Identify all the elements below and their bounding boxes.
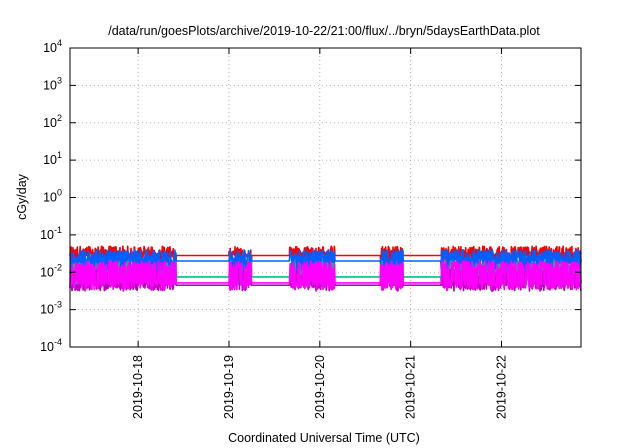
axes: 10-4 10-3 10-2 10-1 100 101 102 103 104 2019-10-1… — [40, 38, 581, 419]
y-tick-label: 101 — [43, 150, 62, 167]
y-tick-label: 103 — [43, 75, 62, 92]
chart-title: /data/run/goesPlots/archive/2019-10-22/2… — [108, 24, 540, 38]
y-axis-label: cGy/day — [15, 173, 29, 220]
y-tick-label: 102 — [43, 113, 62, 130]
x-tick-label: 2019-10-19 — [222, 355, 236, 419]
series-line-5 — [69, 260, 582, 291]
x-tick-label: 2019-10-22 — [495, 355, 509, 419]
y-tick-label: 10-1 — [40, 225, 62, 242]
grid — [70, 48, 581, 347]
y-tick-label: 10-2 — [40, 262, 62, 279]
x-tick-label: 2019-10-20 — [313, 355, 327, 419]
y-tick-label: 10-4 — [40, 337, 62, 354]
y-tick-label: 104 — [43, 38, 62, 55]
series-group — [69, 245, 582, 292]
y-tick-label: 100 — [43, 188, 62, 205]
x-tick-label: 2019-10-18 — [131, 355, 145, 419]
y-tick-label: 10-3 — [40, 300, 62, 317]
x-axis-label: Coordinated Universal Time (UTC) — [228, 431, 420, 445]
x-tick-label: 2019-10-21 — [404, 355, 418, 419]
